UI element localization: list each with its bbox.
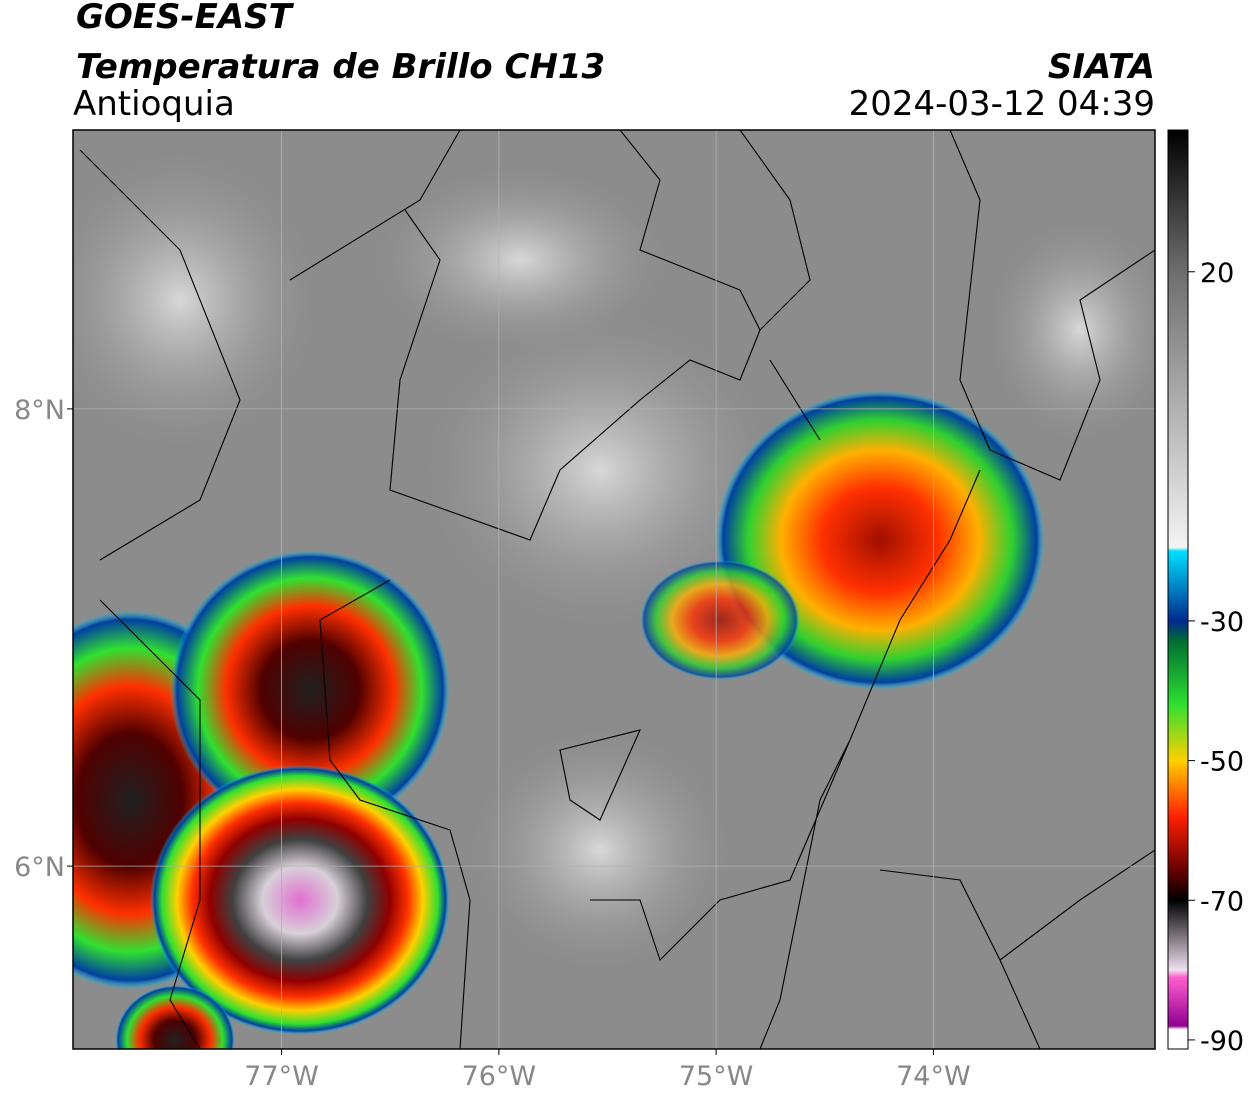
region: Antioquia xyxy=(73,84,235,124)
colorbar-tick-label: 20 xyxy=(1200,258,1234,289)
x-tick-label: 76°W xyxy=(462,1061,537,1092)
cloud xyxy=(73,140,330,460)
storm-cell xyxy=(640,560,800,680)
x-tick-label: 75°W xyxy=(679,1061,754,1092)
x-tick-label: 74°W xyxy=(896,1061,971,1092)
map xyxy=(73,130,1155,1049)
cloud xyxy=(980,210,1155,450)
map-axes: 77°W 76°W 75°W 74°W 8°N 6°N xyxy=(14,395,971,1092)
cloud xyxy=(360,160,680,360)
colorbar-tick-label: -30 xyxy=(1200,607,1244,638)
storm-cell xyxy=(115,985,235,1049)
border xyxy=(739,130,1155,481)
map-frame xyxy=(72,129,1156,1050)
y-tick-label: 6°N xyxy=(14,852,65,883)
colorbar xyxy=(1167,129,1189,1050)
border xyxy=(289,130,761,541)
source: SIATA xyxy=(1048,47,1155,87)
x-tick-label: 77°W xyxy=(244,1061,319,1092)
coastline xyxy=(79,149,241,1049)
storm-cell xyxy=(170,550,450,830)
y-tick-label: 8°N xyxy=(14,395,65,426)
cloud xyxy=(460,720,740,980)
border xyxy=(319,469,1155,1049)
colorbar-tick-label: -70 xyxy=(1200,886,1244,917)
title: GOES-EAST xyxy=(76,0,295,37)
subtitle: Temperatura de Brillo CH13 xyxy=(76,47,605,87)
colorbar-tick-label: -90 xyxy=(1200,1026,1244,1057)
cloud xyxy=(410,300,790,640)
storm-cell xyxy=(150,765,450,1035)
datetime: 2024-03-12 04:39 xyxy=(849,84,1155,124)
colorbar-tick-label: -50 xyxy=(1200,747,1244,778)
colorbar-axis: 20 -30 -50 -70 -90 xyxy=(1188,258,1244,1057)
